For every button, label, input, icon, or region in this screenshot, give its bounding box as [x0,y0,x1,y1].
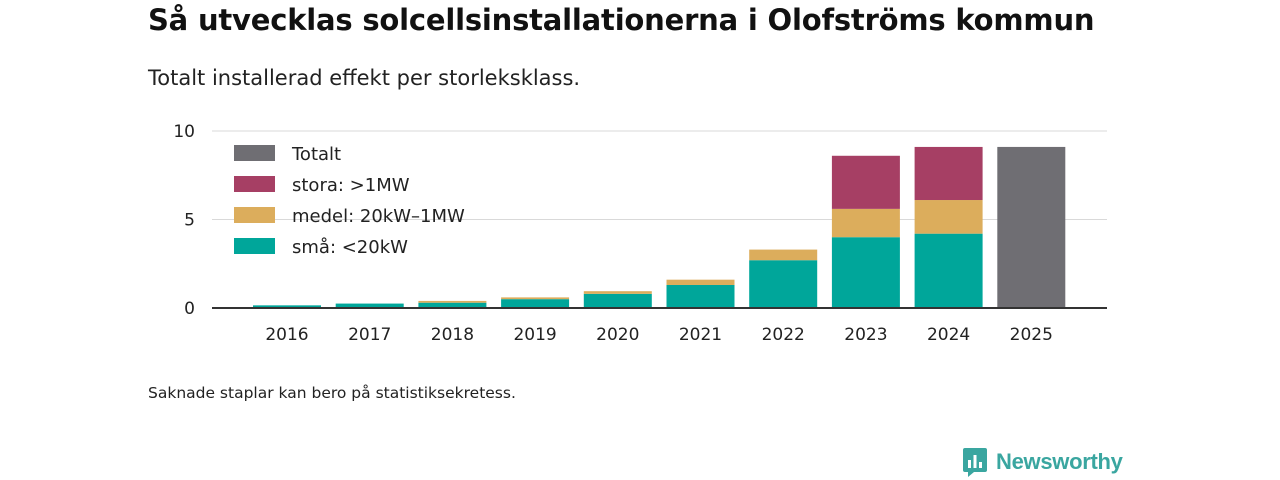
bar-sma-2024 [914,233,983,308]
bar-sma-2019 [501,299,570,308]
x-tick-label: 2025 [1010,325,1053,345]
legend-swatch-sma [234,238,275,254]
bar-sma-2023 [831,237,900,308]
newsworthy-logo-icon [963,448,987,477]
footnote: Saknade staplar kan bero på statistiksek… [148,384,516,402]
bar-sma-2018 [418,302,487,308]
legend-swatch-stora [234,176,275,192]
x-tick-label: 2017 [348,325,391,345]
y-tick-label: 10 [173,122,195,142]
bar-sma-2020 [583,293,652,308]
legend-label-stora: stora: >1MW [292,175,410,196]
bar-medel-2019 [501,297,570,300]
bar-medel-2022 [749,249,818,261]
legend-label-medel: medel: 20kW–1MW [292,206,465,227]
bar-medel-2018 [418,300,487,303]
y-tick-label: 5 [184,211,195,231]
x-tick-label: 2022 [762,325,805,345]
chart-subtitle: Totalt installerad effekt per storlekskl… [148,66,581,90]
y-tick-label: 0 [184,299,195,319]
legend-swatch-totalt [234,145,275,161]
brand-name: Newsworthy [996,449,1123,474]
x-tick-label: 2021 [679,325,722,345]
bar-sma-2017 [335,303,404,308]
x-tick-label: 2019 [513,325,556,345]
legend-swatch-medel [234,207,275,223]
bar-medel-2024 [914,200,983,234]
bar-sma-2021 [666,284,735,308]
x-tick-label: 2024 [927,325,970,345]
brand-logo[interactable]: Newsworthy [962,447,1123,477]
x-tick-label: 2018 [431,325,474,345]
stacked-bar-chart: 0 5 10 2016 2017 2018 2019 2020 2021 2022 2023 2024… [173,122,1107,345]
legend-label-sma: små: <20kW [292,237,408,258]
bar-sma-2016 [253,305,321,308]
bar-stora-2023 [831,155,900,209]
x-tick-label: 2020 [596,325,639,345]
chart-title: Så utvecklas solcellsinstallationerna i … [148,3,1095,37]
bar-sma-2022 [749,260,818,308]
bar-stora-2024 [914,146,983,201]
legend-label-totalt: Totalt [291,144,341,165]
bar-medel-2021 [666,279,735,285]
bar-medel-2023 [831,208,900,238]
bar-medel-2020 [583,291,652,294]
bar-totalt-2025 [997,146,1066,308]
x-tick-label: 2016 [265,325,308,345]
x-tick-label: 2023 [844,325,887,345]
